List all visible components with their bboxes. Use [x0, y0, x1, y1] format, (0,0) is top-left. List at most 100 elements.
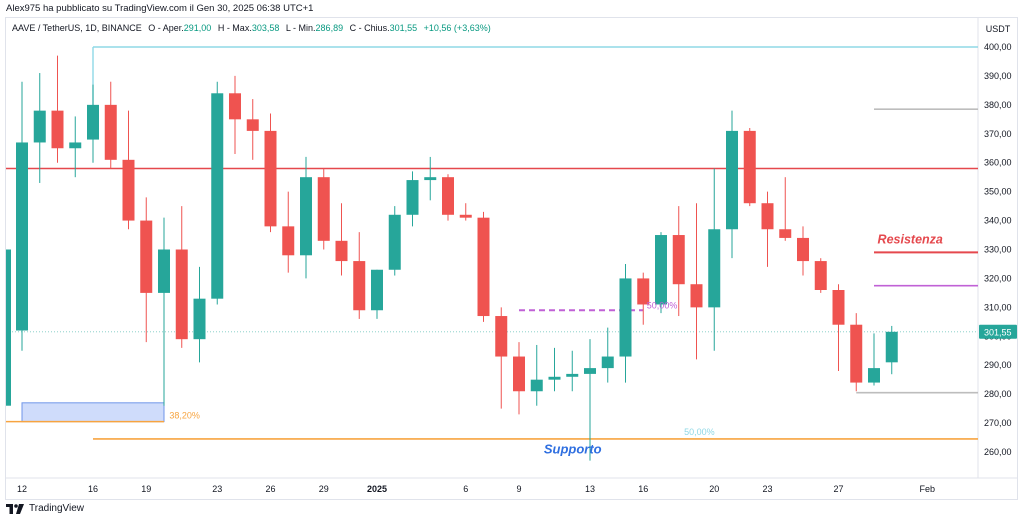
candle-body [708, 229, 721, 308]
candle-body [726, 130, 738, 230]
candle-body [761, 203, 774, 230]
last-price-badge [979, 324, 1017, 339]
change-value: +10,56 (+3,63%) [423, 23, 491, 33]
candle-body [548, 376, 561, 380]
annotations-layer: 38,20% 50,00% 50,00% Resistenza Supporto [169, 233, 943, 457]
y-tick-label: 400,00 [984, 42, 1012, 52]
x-tick-label: 26 [265, 484, 275, 494]
candle-body [175, 249, 188, 340]
candle-body [264, 130, 277, 227]
candles-layer [6, 55, 898, 461]
candle-body [814, 261, 827, 290]
candle-body [442, 177, 454, 215]
candle-body [229, 93, 241, 120]
chart-frame [5, 17, 1018, 500]
candle-body [16, 142, 28, 331]
candle-body [87, 104, 99, 140]
x-tick-label: 2025 [367, 484, 387, 494]
candle-body [33, 110, 46, 143]
candle-body [371, 269, 383, 311]
chart-annotation: Resistenza [878, 233, 943, 247]
low-label: L - Min. [285, 23, 316, 33]
x-tick-label: Feb [919, 484, 935, 494]
high-label: H - Max. [217, 23, 252, 33]
chart-annotation: 50,00% [684, 427, 715, 437]
y-tick-label: 340,00 [984, 216, 1012, 226]
candle-body [122, 159, 135, 221]
publisher-line: Alex975 ha pubblicato su TradingView.com… [6, 3, 314, 14]
candle-body [743, 130, 756, 204]
candle-body [655, 235, 667, 305]
y-tick-label: 290,00 [984, 360, 1012, 370]
tradingview-logo-icon [6, 503, 24, 514]
candle-body [690, 284, 703, 308]
candle-body [51, 110, 64, 149]
x-tick-label: 9 [516, 484, 521, 494]
y-tick-label: 360,00 [984, 158, 1012, 168]
y-tick-label: 310,00 [984, 302, 1012, 312]
candle-body [601, 356, 614, 369]
y-tick-label: 270,00 [984, 418, 1012, 428]
candle-body [406, 180, 419, 215]
y-tick-label: 390,00 [984, 71, 1012, 81]
candle-body [779, 229, 792, 238]
candle-body [619, 278, 632, 357]
footer-brand-label: TradingView [29, 503, 85, 514]
candle-body [584, 368, 596, 374]
candle-body [193, 298, 206, 340]
close-value: 301,55 [389, 23, 418, 33]
candle-body [335, 240, 348, 262]
candle-body [246, 119, 259, 131]
y-tick-label: 370,00 [984, 129, 1012, 139]
x-tick-label: 6 [463, 484, 468, 494]
x-tick-label: 23 [212, 484, 222, 494]
symbol-label: AAVE / TetherUS, 1D, BINANCE [12, 23, 142, 33]
candle-body [672, 235, 685, 285]
candle-body [104, 104, 117, 160]
candle-body [140, 220, 153, 293]
x-tick-label: 12 [17, 484, 27, 494]
candle-body [495, 316, 508, 357]
y-tick-label: 380,00 [984, 100, 1012, 110]
price-axis: 260,00270,00280,00290,00300,00310,00320,… [979, 42, 1017, 457]
candle-body [637, 278, 650, 305]
x-tick-label: 29 [319, 484, 329, 494]
candle-body [566, 373, 579, 377]
time-axis: 12 16 19 23 26 29 2025 6 9 13 16 20 23 27 Feb [17, 484, 935, 494]
x-tick-label: 13 [585, 484, 595, 494]
x-tick-label: 20 [709, 484, 719, 494]
currency-label: USDT [986, 24, 1011, 34]
open-label: O - Aper. [148, 23, 184, 33]
open-value: 291,00 [183, 23, 212, 33]
candle-body [211, 93, 224, 299]
candle-body [282, 226, 295, 256]
y-tick-label: 330,00 [984, 245, 1012, 255]
close-label: C - Chius. [349, 23, 390, 33]
candle-body [158, 249, 170, 293]
footer-brand[interactable]: TradingView [6, 503, 84, 514]
candle-body [459, 214, 472, 218]
y-tick-label: 320,00 [984, 273, 1012, 283]
candle-body [797, 237, 809, 262]
x-tick-label: 23 [762, 484, 772, 494]
candle-body [388, 214, 401, 270]
y-tick-label: 350,00 [984, 187, 1012, 197]
candle-body [353, 261, 366, 311]
candle-body [850, 324, 863, 383]
candle-body [69, 142, 82, 149]
levels-layer [6, 46, 978, 440]
chart-annotation: Supporto [544, 441, 602, 456]
x-tick-label: 19 [141, 484, 151, 494]
candle-body [424, 177, 437, 181]
x-tick-label: 16 [638, 484, 648, 494]
candle-partial [6, 249, 11, 406]
chart-annotation: 50,00% [647, 301, 678, 311]
fib-box [21, 402, 165, 423]
candle-body [530, 379, 543, 392]
candle-body [477, 217, 490, 317]
candle-body [317, 177, 330, 241]
last-price-label: 301,55 [984, 327, 1012, 337]
candle-body [885, 331, 898, 363]
x-tick-label: 16 [88, 484, 98, 494]
